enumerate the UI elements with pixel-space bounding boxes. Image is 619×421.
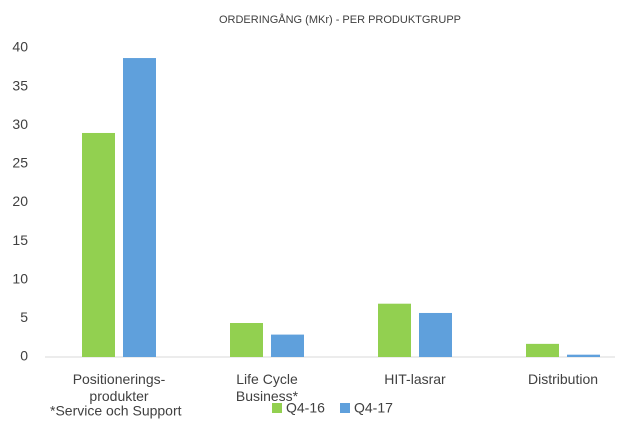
bar — [526, 343, 559, 357]
y-tick-label: 20 — [12, 193, 28, 209]
y-tick-label: 35 — [12, 77, 28, 93]
x-tick-label: Life Cycle Business* — [235, 371, 299, 404]
y-tick-label: 15 — [12, 232, 28, 248]
x-tick-label: Distribution — [527, 371, 599, 387]
bar — [271, 334, 304, 357]
y-tick-label: 5 — [20, 309, 28, 325]
bar — [230, 323, 263, 357]
x-tick-label: HIT-lasrar — [384, 371, 446, 387]
bar — [419, 312, 452, 357]
y-tick-label: 40 — [12, 39, 28, 55]
legend-label: Q4-17 — [354, 400, 393, 416]
y-tick-label: 30 — [12, 116, 28, 132]
chart-title: ORDERINGÅNG (MKr) - PER PRODUKTGRUPP — [219, 13, 461, 26]
bar — [567, 354, 600, 357]
bar — [378, 303, 411, 357]
x-tick-label: Positionerings-produkter — [72, 371, 166, 404]
y-tick-label: 0 — [20, 348, 28, 364]
legend-swatch — [272, 403, 282, 413]
y-tick-label: 10 — [12, 270, 28, 286]
legend-label: Q4-16 — [286, 400, 325, 416]
bar — [123, 58, 156, 357]
legend-swatch — [340, 403, 350, 413]
y-tick-label: 25 — [12, 155, 28, 171]
bar — [82, 132, 115, 357]
annotation: *Service och Support — [50, 403, 182, 419]
